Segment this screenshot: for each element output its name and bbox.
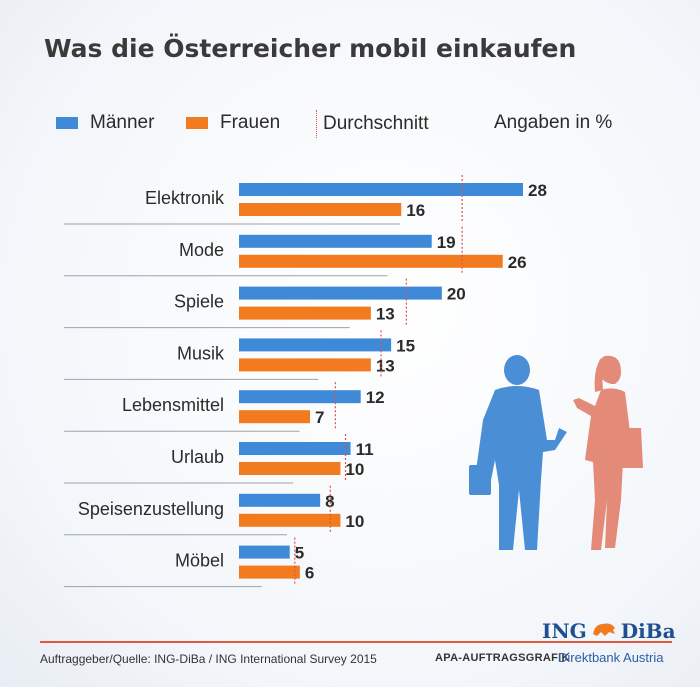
- value-label-women: 13: [376, 305, 395, 324]
- value-label-men: 19: [437, 233, 456, 252]
- people-silhouette-icon: [469, 355, 643, 550]
- bar-men: [239, 338, 392, 352]
- value-label-men: 15: [396, 336, 415, 355]
- value-label-men: 20: [447, 285, 466, 304]
- bar-women: [239, 306, 371, 320]
- bar-men: [239, 390, 361, 404]
- logo-left-text: ING: [542, 619, 587, 643]
- unit-note-label: Angaben in %: [494, 112, 613, 133]
- legend-average-marker: [316, 110, 317, 138]
- unit-note: Angaben in %: [494, 112, 612, 134]
- value-label-women: 10: [345, 512, 364, 531]
- category-label: Musik: [177, 343, 225, 363]
- value-label-women: 10: [345, 460, 364, 479]
- footer-divider: [40, 641, 672, 643]
- category-label: Speisenzustellung: [78, 499, 224, 519]
- logo-right-text: DiBa: [620, 619, 676, 643]
- bar-women: [239, 203, 402, 216]
- value-label-men: 11: [356, 440, 374, 459]
- chart-title: Was die Österreicher mobil einkaufen: [44, 34, 577, 63]
- legend-women-swatch: [186, 117, 208, 129]
- bar-men: [239, 286, 442, 300]
- ing-diba-logo: ING DiBa: [542, 619, 676, 643]
- bar-men: [239, 442, 351, 455]
- legend-women-label: Frauen: [220, 112, 281, 133]
- category-label: Elektronik: [145, 188, 225, 208]
- category-label: Spiele: [174, 292, 224, 312]
- bar-women: [239, 254, 503, 268]
- bar-women: [239, 513, 341, 527]
- agency-label: APA-AUFTRAGSGRAFIK: [435, 652, 570, 664]
- legend-average: Durchschnitt: [316, 110, 429, 138]
- value-label-women: 7: [315, 408, 324, 427]
- value-label-men: 28: [528, 181, 547, 200]
- source-note: Auftraggeber/Quelle: ING-DiBa / ING Inte…: [40, 652, 377, 666]
- bank-tagline: Direktbank Austria: [558, 650, 664, 665]
- value-label-men: 5: [295, 544, 304, 563]
- legend-men-label: Männer: [90, 112, 155, 133]
- value-label-women: 13: [376, 356, 395, 375]
- category-label: Mode: [179, 240, 224, 260]
- bar-women: [239, 462, 341, 475]
- bar-men: [239, 183, 523, 196]
- category-label: Lebensmittel: [122, 395, 224, 415]
- bar-women: [239, 410, 310, 424]
- value-label-women: 16: [406, 201, 425, 220]
- bar-women: [239, 358, 371, 372]
- bar-men: [239, 493, 321, 507]
- bar-men: [239, 545, 290, 559]
- category-label: Urlaub: [171, 447, 224, 467]
- lion-icon: [591, 619, 617, 643]
- category-label: Möbel: [175, 551, 224, 571]
- legend-men: Männer: [56, 112, 154, 134]
- legend-men-swatch: [56, 117, 78, 129]
- value-label-women: 26: [508, 253, 527, 272]
- bar-women: [239, 565, 300, 579]
- value-label-men: 8: [325, 492, 334, 511]
- value-label-women: 6: [305, 564, 314, 583]
- value-label-men: 12: [366, 388, 385, 407]
- legend-women: Frauen: [186, 112, 280, 134]
- bar-men: [239, 234, 432, 248]
- legend-average-label: Durchschnitt: [323, 113, 429, 134]
